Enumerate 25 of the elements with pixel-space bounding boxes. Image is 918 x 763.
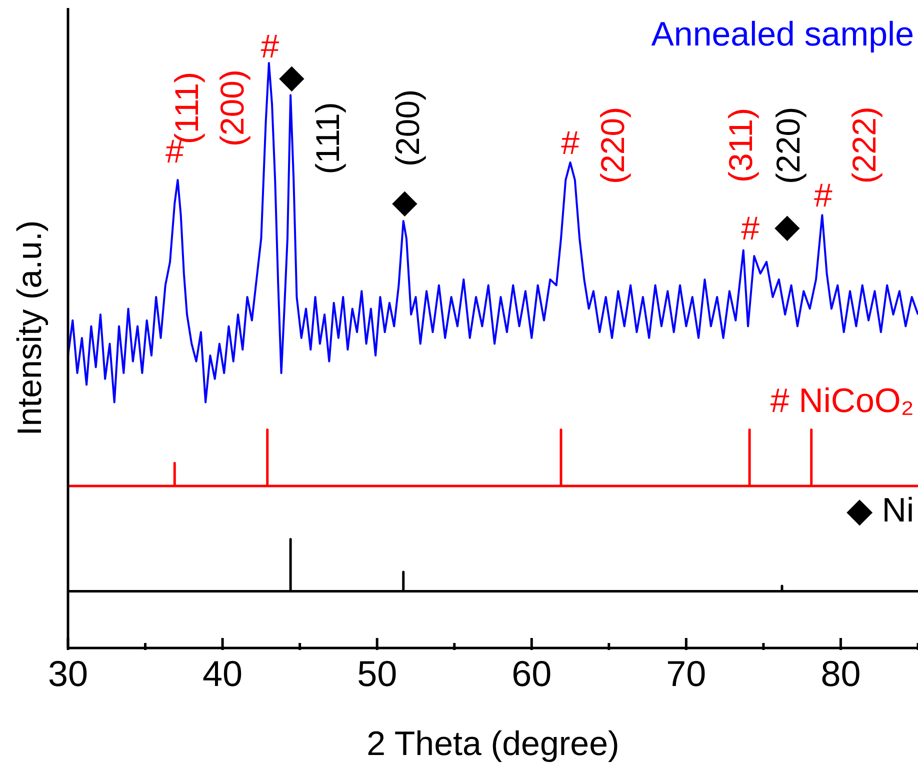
x-tick-label: 40 [202, 653, 243, 694]
annotation: (220) [594, 106, 631, 184]
annotation: # [741, 210, 760, 247]
annotation: (220) [769, 106, 806, 184]
text: Annealed sample [651, 15, 914, 54]
annotation: (222) [846, 106, 883, 184]
annotation: # [561, 124, 580, 161]
annotation: ◆ [392, 182, 418, 220]
x-tick-label: 30 [48, 653, 88, 694]
x-tick-label: 50 [357, 653, 398, 694]
x-axis-title: 2 Theta (degree) [366, 725, 620, 763]
annotation: # [814, 176, 833, 214]
annotation: (111) [309, 102, 346, 174]
series-label: ◆ Ni [846, 492, 914, 530]
annotation: (311) [722, 108, 759, 182]
annotation: (200) [388, 89, 426, 166]
x-tick-label: 70 [666, 653, 706, 694]
series-label: # NiCoO₂ [770, 382, 914, 420]
x-tick-label: 60 [512, 653, 552, 694]
y-axis-title: Intensity (a.u.) [11, 220, 49, 436]
annotation: (200) [213, 69, 250, 147]
annotation: ◆ [279, 58, 306, 95]
annotation: ◆ [774, 206, 800, 244]
x-tick-label: 80 [820, 653, 861, 694]
annotation: # [260, 27, 280, 64]
